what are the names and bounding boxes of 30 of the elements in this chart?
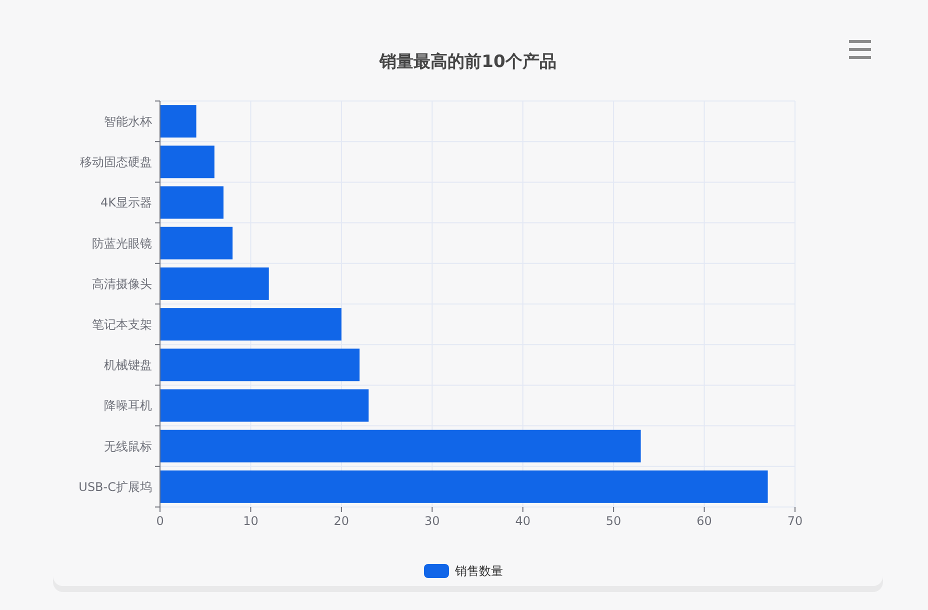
x-tick-label: 40: [515, 514, 530, 528]
bar: [160, 105, 196, 138]
x-tick-label: 50: [606, 514, 622, 528]
y-tick-label: 移动固态硬盘: [80, 155, 152, 170]
y-tick-label: 防蓝光眼镜: [92, 236, 152, 250]
x-tick-label: 0: [156, 514, 164, 528]
bar: [160, 226, 233, 260]
y-tick-label: 笔记本支架: [92, 318, 152, 332]
legend-label: 销售数量: [454, 564, 503, 578]
bar: [160, 308, 342, 341]
y-tick-label: 降噪耳机: [104, 398, 152, 413]
y-tick-label: 智能水杯: [104, 114, 152, 128]
y-tick-label: 机械键盘: [104, 358, 152, 372]
y-tick-label: 无线鼠标: [104, 439, 152, 454]
x-tick-label: 30: [424, 514, 440, 528]
bar: [160, 470, 768, 503]
x-tick-label: 20: [334, 514, 350, 528]
bar: [160, 389, 369, 422]
bar: [160, 186, 224, 219]
y-tick-label: 高清摄像头: [92, 276, 152, 291]
bar: [160, 146, 214, 178]
bar: [160, 267, 269, 300]
chart-title: 销量最高的前10个产品: [378, 52, 556, 72]
y-tick-label: 4K显示器: [100, 196, 152, 210]
bar: [160, 348, 360, 382]
bar: [160, 430, 641, 462]
x-tick-label: 10: [243, 514, 258, 528]
x-tick-label: 70: [787, 514, 803, 528]
x-tick-label: 60: [696, 514, 712, 528]
y-tick-label: USB-C扩展坞: [78, 480, 152, 494]
